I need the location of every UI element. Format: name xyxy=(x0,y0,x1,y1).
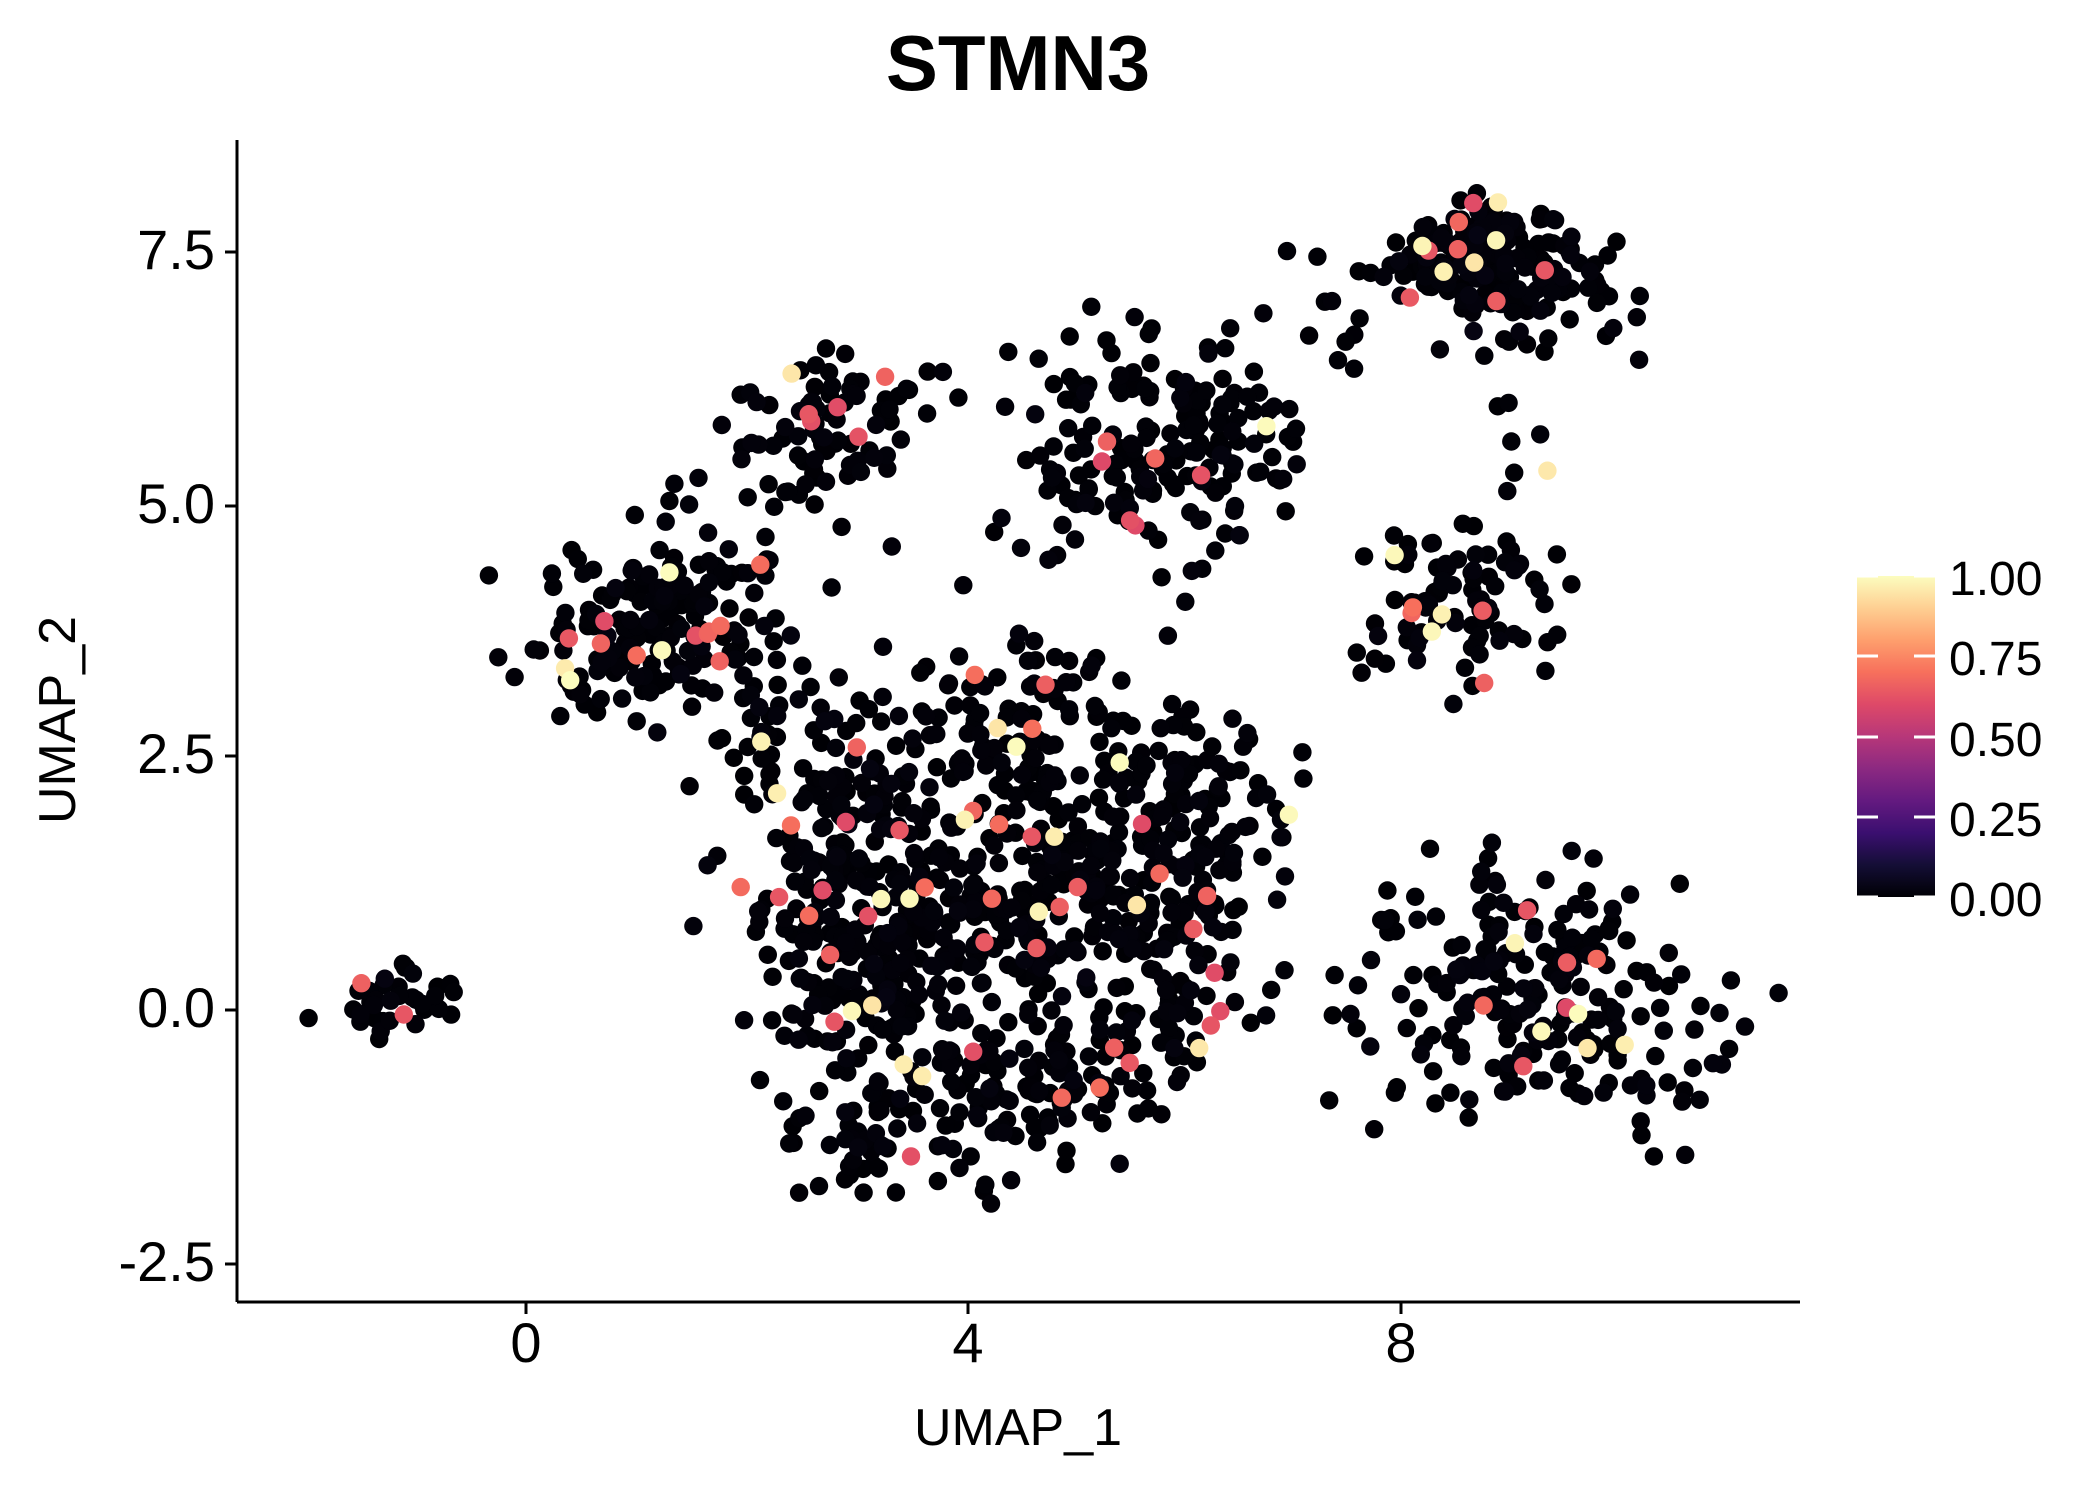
svg-text:UMAP_1: UMAP_1 xyxy=(914,1399,1122,1457)
svg-text:4: 4 xyxy=(952,1311,983,1374)
svg-text:0.25: 0.25 xyxy=(1949,794,2042,847)
svg-text:1.00: 1.00 xyxy=(1949,553,2042,606)
svg-text:5.0: 5.0 xyxy=(137,472,215,535)
svg-text:2.5: 2.5 xyxy=(137,722,215,785)
svg-text:8: 8 xyxy=(1385,1311,1416,1374)
svg-text:0.0: 0.0 xyxy=(137,976,215,1039)
svg-text:-2.5: -2.5 xyxy=(119,1230,216,1293)
svg-text:0.50: 0.50 xyxy=(1949,714,2042,767)
svg-text:7.5: 7.5 xyxy=(137,218,215,281)
svg-text:0.75: 0.75 xyxy=(1949,633,2042,686)
svg-text:UMAP_2: UMAP_2 xyxy=(29,616,87,824)
svg-text:0: 0 xyxy=(510,1311,541,1374)
svg-text:0.00: 0.00 xyxy=(1949,874,2042,927)
svg-text:STMN3: STMN3 xyxy=(886,19,1150,107)
